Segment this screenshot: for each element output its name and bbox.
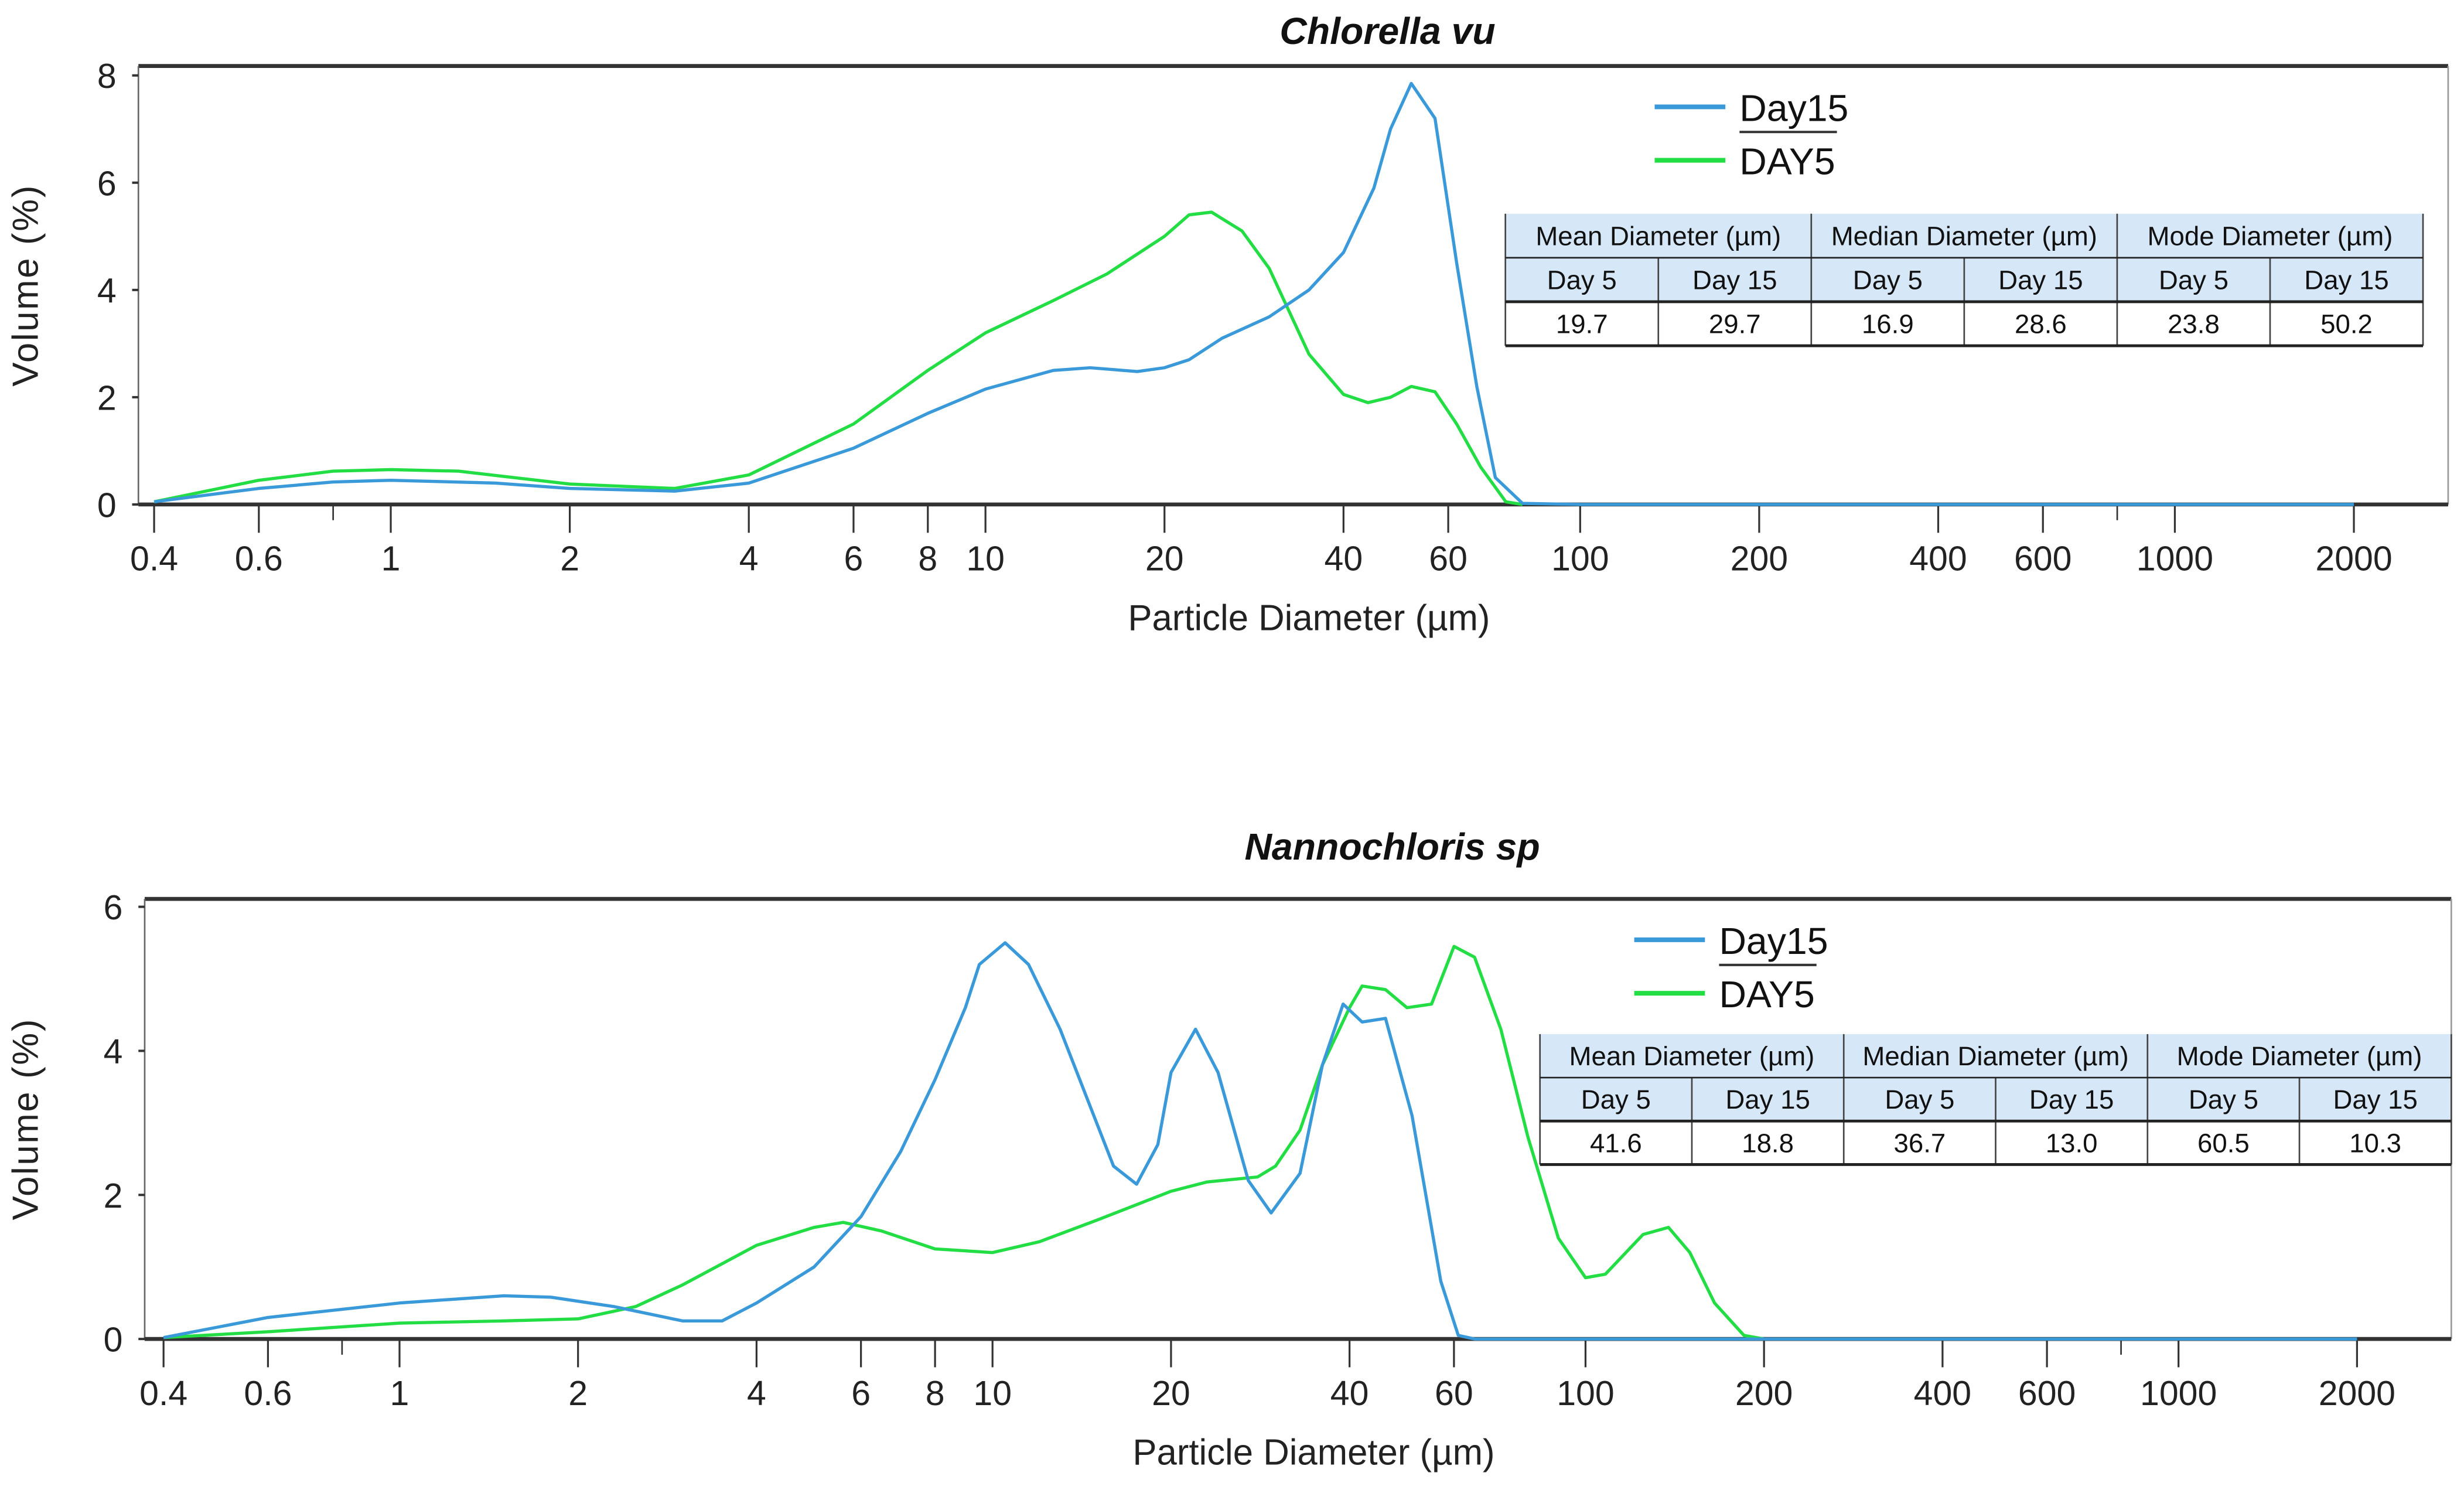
x-tick-label: 0.4	[139, 1374, 187, 1413]
y-axis-label: Volume (%)	[6, 1018, 46, 1221]
y-tick-label: 8	[97, 57, 117, 96]
x-tick-label: 1	[381, 540, 401, 578]
table-header: Mode Diameter (µm)	[2148, 221, 2393, 251]
x-tick-label: 8	[926, 1374, 945, 1413]
table-subheader: Day 5	[1547, 265, 1617, 295]
x-tick-label: 40	[1325, 540, 1363, 578]
x-tick-label: 40	[1330, 1374, 1369, 1413]
table-value: 16.9	[1862, 309, 1914, 339]
series-line-day5	[153, 210, 1523, 506]
x-tick-label: 6	[851, 1374, 871, 1413]
x-tick-label: 100	[1557, 1374, 1614, 1413]
y-tick-label: 6	[104, 888, 123, 927]
x-tick-label: 2000	[2319, 1374, 2395, 1413]
chart-nannochloris: Nannochloris sp 0 2 4 6 Volume (%) 0.4 0.6 1 2 4 6 8…	[6, 826, 2452, 1473]
table-value: 18.8	[1742, 1128, 1794, 1158]
y-axis-label: Volume (%)	[6, 184, 46, 387]
x-tick-label: 10	[966, 540, 1005, 578]
series-line-day5	[163, 945, 1765, 1341]
table-subheader: Day 5	[2159, 265, 2228, 295]
stats-table: Mean Diameter (µm) Median Diameter (µm) Mo…	[1504, 213, 2424, 347]
x-tick-label: 1	[390, 1374, 409, 1413]
x-tick-label: 200	[1731, 540, 1788, 578]
table-value: 28.6	[2015, 309, 2067, 339]
y-tick-label: 2	[97, 379, 117, 417]
table-value: 13.0	[2046, 1128, 2098, 1158]
table-value: 29.7	[1709, 309, 1761, 339]
x-tick-label: 600	[2014, 540, 2071, 578]
x-tick-label: 100	[1551, 540, 1609, 578]
table-value: 19.7	[1556, 309, 1608, 339]
table-header: Mode Diameter (µm)	[2177, 1041, 2422, 1071]
legend-label-day5: DAY5	[1739, 141, 1835, 183]
x-tick-label: 0.4	[130, 540, 178, 578]
table-subheader: Day 5	[1885, 1085, 1954, 1114]
x-tick-label: 2000	[2315, 540, 2392, 578]
table-subheader: Day 15	[2304, 265, 2388, 295]
table-subheader: Day 5	[1853, 265, 1923, 295]
legend-label-day5: DAY5	[1719, 973, 1814, 1015]
x-tick-label: 8	[918, 540, 937, 578]
y-tick-label: 2	[104, 1177, 123, 1215]
chart-title: Chlorella vu	[1279, 10, 1495, 52]
x-tick-label: 1000	[2137, 540, 2213, 578]
x-tick-label: 20	[1145, 540, 1184, 578]
table-subheader: Day 5	[1581, 1085, 1651, 1114]
series-line-day15	[153, 81, 2354, 506]
table-subheader: Day 15	[1725, 1085, 1810, 1114]
x-tick-label: 20	[1152, 1374, 1190, 1413]
x-tick-label: 6	[844, 540, 864, 578]
table-header: Median Diameter (µm)	[1831, 221, 2097, 251]
table-value: 23.8	[2168, 309, 2220, 339]
x-axis-label: Particle Diameter (µm)	[1132, 1433, 1494, 1473]
x-axis-label: Particle Diameter (µm)	[1128, 598, 1490, 639]
table-subheader: Day 5	[2189, 1085, 2258, 1114]
table-value: 41.6	[1590, 1128, 1642, 1158]
x-tick-label: 4	[747, 1374, 766, 1413]
table-subheader: Day 15	[1998, 265, 2083, 295]
x-tick-label: 2	[560, 540, 579, 578]
x-tick-label: 200	[1735, 1374, 1793, 1413]
x-tick-label: 2	[568, 1374, 588, 1413]
x-tick-label: 400	[1914, 1374, 1971, 1413]
table-subheader: Day 15	[2029, 1085, 2114, 1114]
x-tick-label: 60	[1435, 1374, 1473, 1413]
x-tick-label: 400	[1909, 540, 1967, 578]
x-tick-label: 0.6	[244, 1374, 292, 1413]
y-tick-label: 0	[97, 486, 117, 524]
table-subheader: Day 15	[2333, 1085, 2417, 1114]
table-value: 36.7	[1894, 1128, 1946, 1158]
table-header: Mean Diameter (µm)	[1569, 1041, 1815, 1071]
table-value: 60.5	[2197, 1128, 2250, 1158]
x-tick-label: 1000	[2140, 1374, 2217, 1413]
chart-title: Nannochloris sp	[1244, 826, 1540, 868]
y-tick-label: 6	[97, 164, 117, 203]
table-subheader: Day 15	[1692, 265, 1777, 295]
x-tick-label: 4	[739, 540, 759, 578]
table-header: Mean Diameter (µm)	[1535, 221, 1781, 251]
x-tick-label: 10	[973, 1374, 1012, 1413]
y-tick-label: 0	[104, 1321, 123, 1359]
chart-chlorella: Chlorella vu 0 2 4 6 8 Volume (%) 0.4 0.6 1 2 4 6 8 10…	[6, 10, 2449, 639]
y-tick-label: 4	[104, 1032, 123, 1071]
series-line-day15	[163, 941, 2357, 1341]
table-header: Median Diameter (µm)	[1862, 1041, 2128, 1071]
legend-label-day15: Day15	[1739, 87, 1848, 129]
stats-table: Mean Diameter (µm) Median Diameter (µm) Mo…	[1539, 1034, 2452, 1166]
y-tick-label: 4	[97, 271, 117, 310]
x-tick-label: 0.6	[235, 540, 283, 578]
table-value: 10.3	[2349, 1128, 2401, 1158]
legend-label-day15: Day15	[1719, 920, 1828, 962]
x-tick-label: 600	[2018, 1374, 2076, 1413]
table-value: 50.2	[2320, 309, 2373, 339]
x-tick-label: 60	[1429, 540, 1468, 578]
